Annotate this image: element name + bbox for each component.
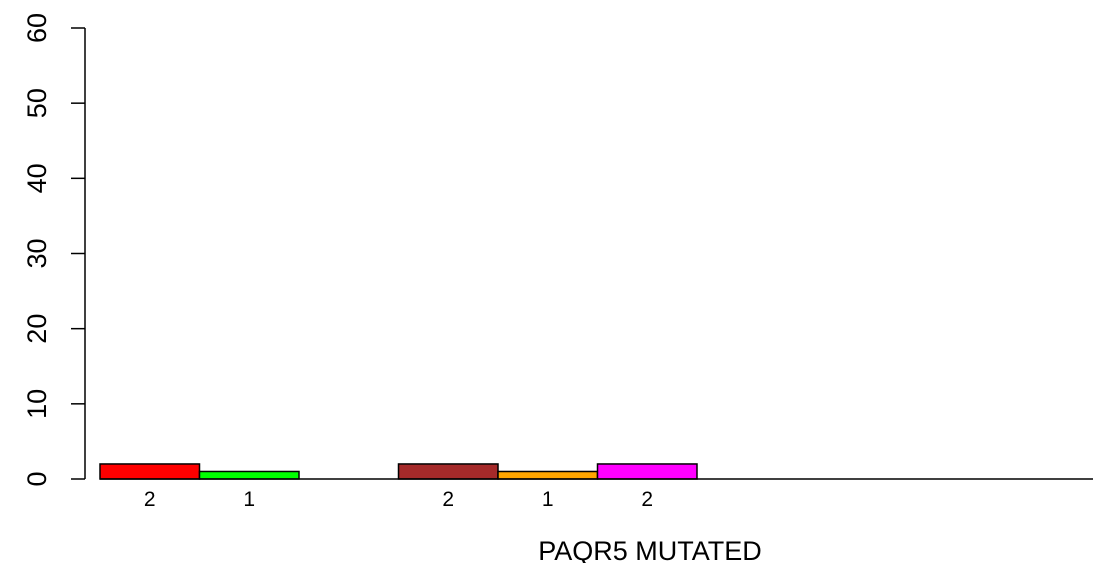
y-tick-label: 10 [22, 389, 52, 419]
y-tick-label: 20 [22, 314, 52, 344]
bar-value-label: 1 [243, 488, 255, 511]
bars [99, 463, 698, 480]
y-tick-label: 50 [22, 88, 52, 118]
bar-value-label: 2 [144, 488, 156, 511]
y-tick-label: 60 [22, 13, 52, 43]
y-tick-label: 40 [22, 163, 52, 193]
bar-value-label: 2 [442, 488, 454, 511]
bar [198, 470, 300, 480]
bar [497, 470, 599, 480]
y-tick-label: 0 [22, 471, 52, 486]
y-axis: 0 10 20 30 40 50 60 [22, 13, 86, 487]
bar-value-label: 1 [542, 488, 554, 511]
y-tick-label: 30 [22, 238, 52, 268]
bar-labels: 2 1 2 1 2 [144, 488, 653, 511]
bar-value-label: 2 [641, 488, 653, 511]
bar [596, 463, 698, 480]
bar [397, 463, 499, 480]
bar [99, 463, 201, 480]
x-axis-label: PAQR5 MUTATED [538, 536, 762, 563]
